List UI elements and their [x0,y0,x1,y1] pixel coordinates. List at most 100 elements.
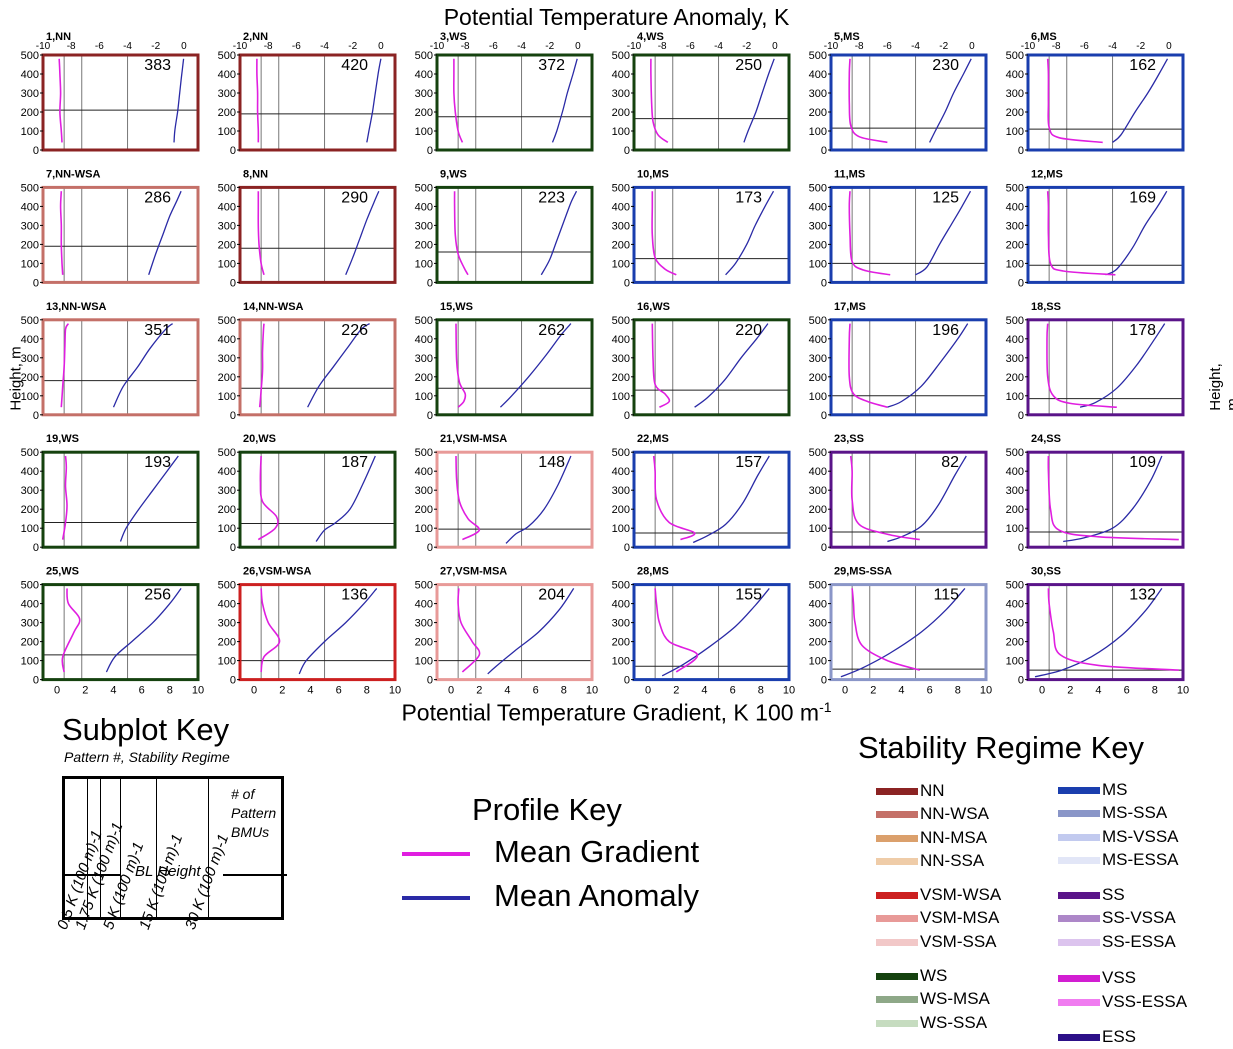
panel-28-grad-tick-2: 2 [673,685,679,697]
panel-10-ytick-200: 200 [612,239,630,251]
panel-26-frame [238,583,397,682]
profile-key-label-gradient: Mean Gradient [494,834,700,869]
panel-16-ytick-200: 200 [612,372,630,384]
panel-17-ytick-500: 500 [809,315,827,327]
panel-13-ytick-400: 400 [21,334,39,346]
panel-27-grad-tick-8: 8 [561,685,567,697]
panel-10-frame [632,185,791,284]
panel-24-ytick-0: 0 [1018,542,1024,554]
panel-20-anomaly-line [315,455,376,542]
panel-20-frame [238,450,397,549]
regime-label-nn: NN [920,781,945,800]
panel-10-bmu-count: 173 [735,189,762,206]
panel-11-ytick-500: 500 [809,182,827,194]
regime-key-item-ms-essa: MS-ESSA [1058,850,1179,870]
panel-25-ytick-200: 200 [21,637,39,649]
panel-11-ytick-300: 300 [809,220,827,232]
panel-8-ytick-300: 300 [218,220,236,232]
panel-11-ytick-200: 200 [809,239,827,251]
panel-3-ytick-200: 200 [415,107,433,119]
panel-14-ytick-400: 400 [218,334,236,346]
panel-20-label: 20,WS [243,433,276,445]
regime-swatch-vss-essa [1058,999,1100,1007]
regime-swatch-ms-ssa [1058,810,1100,818]
panel-2-ytick-0: 0 [230,145,236,157]
panel-30-grad-tick-10: 10 [1177,685,1189,697]
panel-27-grad-tick-6: 6 [533,685,539,697]
panel-1-anom-tick--2: -2 [151,41,160,52]
panel-10-ytick-0: 0 [624,277,630,289]
panel-3-ytick-500: 500 [415,50,433,62]
panel-18-ytick-400: 400 [1006,334,1024,346]
panel-30-ytick-100: 100 [1006,656,1024,668]
panel-28-grad-tick-8: 8 [758,685,764,697]
y-axis-label-left: Height, m [7,346,25,411]
panel-13-ytick-100: 100 [21,391,39,403]
regime-swatch-ss [1058,892,1100,900]
panel-14-gradient-line [258,323,265,408]
bottom-axis-title-exponent: -1 [819,699,832,715]
panel-28-grad-tick-0: 0 [645,685,651,697]
panel-28-ytick-100: 100 [612,656,630,668]
panel-30-bmu-count: 132 [1129,587,1156,604]
panel-18-ytick-100: 100 [1006,391,1024,403]
subplot-key-subtitle: Pattern #, Stability Regime [64,749,230,765]
panel-28-frame [632,583,791,682]
panel-1-anomaly-line [173,58,185,143]
panel-2-frame [238,53,397,152]
panel-23-ytick-0: 0 [821,542,827,554]
panel-5-anom-tick--2: -2 [939,41,948,52]
panel-26-gradient-line [260,588,281,673]
panel-21-label: 21,VSM-MSA [440,433,507,445]
panel-13-bmu-count: 351 [144,322,171,339]
panel-29-label: 29,MS-SSA [834,566,892,578]
panel-14-bmu-count: 226 [341,322,368,339]
panel-14-ytick-100: 100 [218,391,236,403]
panel-8-gradient-line [257,191,265,276]
panel-2-ytick-100: 100 [218,126,236,138]
regime-key-item-ms-vssa: MS-VSSA [1058,827,1179,847]
panel-3-anom-tick--8: -8 [461,41,470,52]
panel-4-anom-tick-0: 0 [772,41,778,52]
panel-5-ytick-400: 400 [809,69,827,81]
panel-8-label: 8,NN [243,168,268,180]
panel-18-anomaly-line [1079,323,1166,408]
regime-key-item-nn: NN [876,781,945,801]
regime-key-item-vss-essa: VSS-ESSA [1058,992,1187,1012]
panel-5-ytick-200: 200 [809,107,827,119]
panel-15-ytick-500: 500 [415,315,433,327]
panel-19-ytick-500: 500 [21,447,39,459]
panel-8-ytick-400: 400 [218,201,236,213]
panel-5-label: 5,MS [834,31,860,43]
subplot-key-box: BL Height # of Pattern BMUs [62,776,287,920]
panel-27-ytick-400: 400 [415,599,433,611]
panel-11-ytick-0: 0 [821,277,827,289]
panel-18-frame [1026,318,1185,417]
panel-30-ytick-200: 200 [1006,637,1024,649]
panel-17-ytick-200: 200 [809,372,827,384]
panel-29-anomaly-line [840,587,966,678]
regime-label-ms: MS [1102,780,1128,799]
panel-7-ytick-300: 300 [21,220,39,232]
panel-2-label: 2,NN [243,31,268,43]
panel-12-ytick-300: 300 [1006,220,1024,232]
subplot-key-bmu-label: # of Pattern BMUs [231,786,277,840]
panel-26-anomaly-line [298,587,378,675]
panel-18-ytick-500: 500 [1006,315,1024,327]
regime-label-vsm-ssa: VSM-SSA [920,932,997,951]
panel-27-bmu-count: 204 [538,587,565,604]
panel-13-frame [41,318,200,417]
panel-16-ytick-0: 0 [624,410,630,422]
bottom-axis-title: Potential Temperature Gradient, K 100 m-… [0,699,1233,727]
panel-4-ytick-500: 500 [612,50,630,62]
regime-key-item-vsm-wsa: VSM-WSA [876,885,1001,905]
regime-label-ws-ssa: WS-SSA [920,1013,988,1032]
panel-9-ytick-300: 300 [415,220,433,232]
regime-swatch-vsm-ssa [876,939,918,947]
panel-18-ytick-300: 300 [1006,353,1024,365]
regime-key-item-ms: MS [1058,780,1128,800]
panel-16-ytick-500: 500 [612,315,630,327]
regime-key-item-ws-ssa: WS-SSA [876,1013,987,1033]
panel-27-grad-tick-4: 4 [504,685,510,697]
